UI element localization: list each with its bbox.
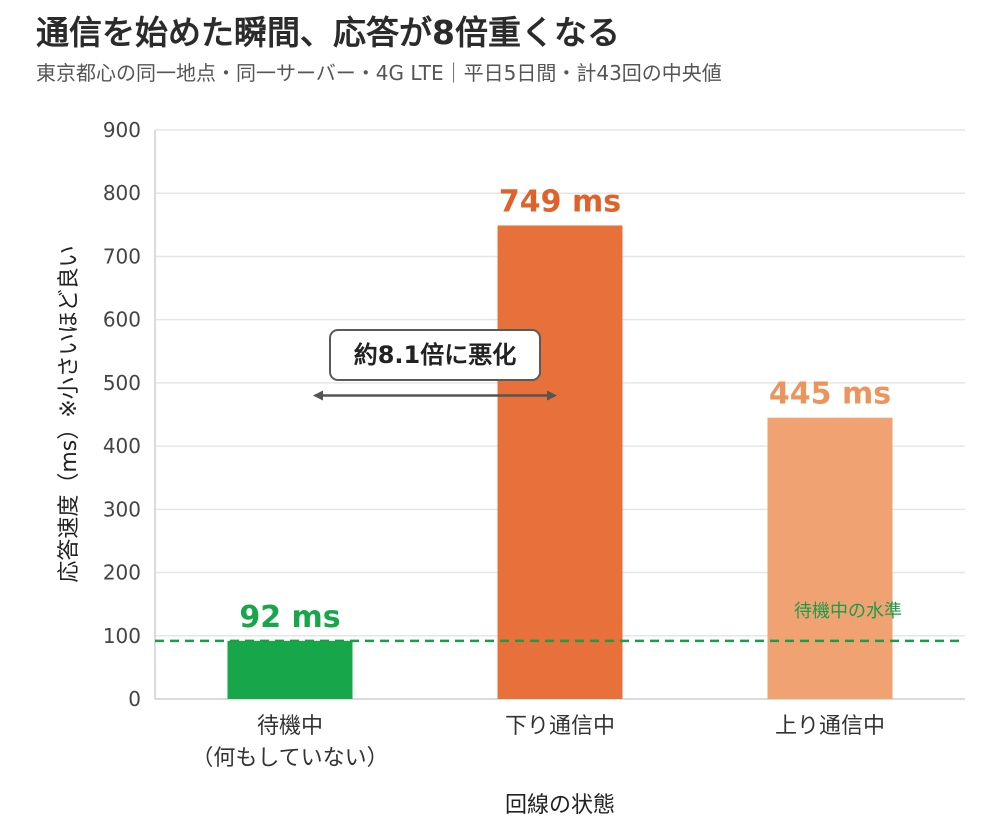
y-tick-label: 400	[103, 434, 141, 458]
bar	[768, 418, 893, 699]
bar-value-label: 92 ms	[239, 600, 340, 635]
y-tick-label: 0	[128, 687, 141, 711]
y-tick-label: 500	[103, 371, 141, 395]
y-tick-label: 200	[103, 561, 141, 585]
x-axis-title: 回線の状態	[505, 793, 615, 818]
bar-value-label: 749 ms	[499, 184, 621, 219]
y-tick-label: 300	[103, 497, 141, 521]
y-tick-label: 700	[103, 244, 141, 268]
x-tick-label-sub: （何もしていない）	[191, 746, 388, 771]
x-tick-label: 待機中	[257, 714, 323, 739]
y-tick-label: 800	[103, 181, 141, 205]
reference-line-label: 待機中の水準	[794, 601, 902, 622]
x-tick-label: 上り通信中	[775, 714, 885, 739]
annotation-label: 約8.1倍に悪化	[354, 341, 517, 369]
y-tick-label: 600	[103, 308, 141, 332]
x-tick-label: 下り通信中	[505, 714, 615, 739]
bar	[228, 641, 353, 699]
bar	[498, 225, 623, 699]
y-tick-label: 900	[103, 118, 141, 142]
y-axis-title: 応答速度（ms）※小さいほど良い	[57, 245, 82, 582]
bar-value-label: 445 ms	[769, 377, 891, 412]
y-tick-label: 100	[103, 624, 141, 648]
